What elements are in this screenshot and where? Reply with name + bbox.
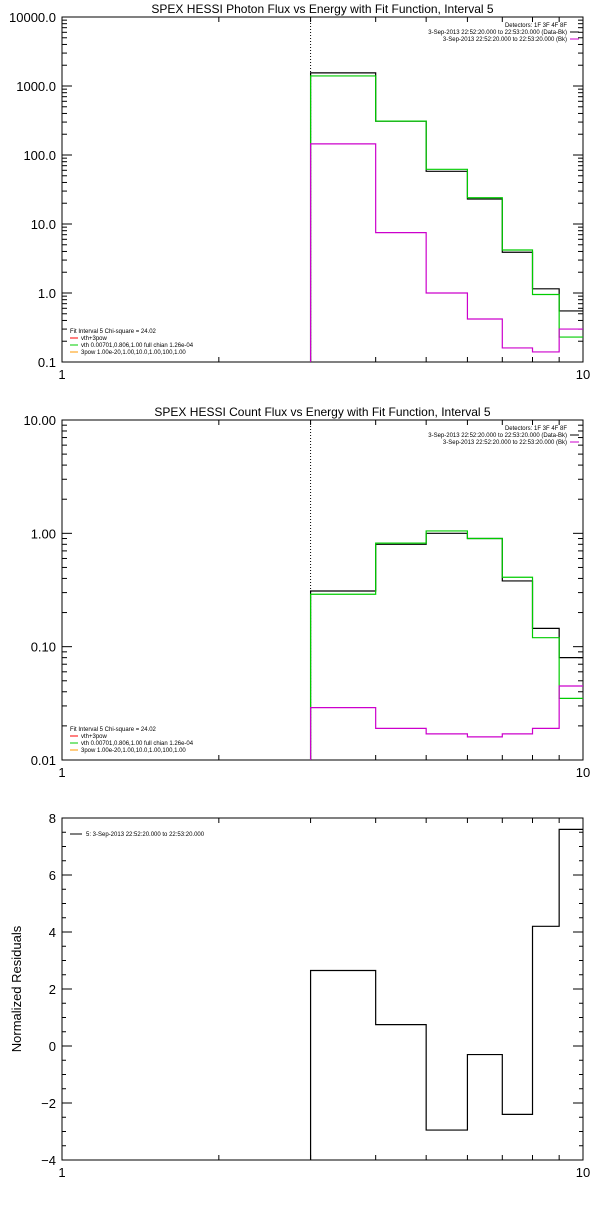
legend-top-right-text: 3-Sep-2013 22:52:20.000 to 22:53:20.000 … — [443, 37, 567, 43]
chart-title: SPEX HESSI Count Flux vs Energy with Fit… — [154, 405, 490, 419]
legend-bottom-left-text: 3pow 1.00e-20,1.00,10.0,1.00,100,1.00 — [81, 350, 186, 356]
y-tick-label: 10000.0 — [9, 10, 56, 25]
series-1-steps — [309, 828, 583, 1160]
panel-2: SPEX HESSI Count Flux vs Energy with Fit… — [23, 405, 590, 780]
y-tick-label: 0.1 — [38, 355, 56, 370]
x-tick-label: 10 — [576, 765, 590, 780]
y-tick-label: 4 — [49, 925, 56, 940]
legend-bottom-left-text: vth 0.00701,0.806,1.00 full chian 1.26e-… — [81, 741, 194, 747]
x-tick-label: 1 — [58, 1165, 65, 1180]
series-3-steps — [309, 143, 583, 362]
x-tick-label: 10 — [576, 367, 590, 382]
legend-bottom-left-text: vth+3pow — [81, 734, 108, 740]
y-tick-label: 10.0 — [31, 217, 56, 232]
series-1-steps — [309, 532, 583, 760]
chart-title: SPEX HESSI Photon Flux vs Energy with Fi… — [151, 2, 493, 16]
legend-bottom-left-text: vth+3pow — [81, 336, 108, 342]
panel-3: 1 10 −4 −2 0 2 4 6 8 Normalized Residuals 5: 3-Sep… — [9, 811, 590, 1180]
y-tick-label: 2 — [49, 982, 56, 997]
x-tick-label: 10 — [576, 1165, 590, 1180]
plot-frame — [61, 817, 584, 1161]
y-tick-label: 0.10 — [31, 640, 56, 655]
y-tick-label: −2 — [41, 1096, 56, 1111]
legend-top-right-text: 3-Sep-2013 22:52:20.000 to 22:53:20.000 … — [443, 440, 567, 446]
y-tick-label: 6 — [49, 868, 56, 883]
legend-top-right-text: Detectors: 1F 3F 4F 8F — [505, 426, 567, 432]
y-tick-label: 1.0 — [38, 286, 56, 301]
y-tick-label: 1000.0 — [16, 79, 56, 94]
legend-bottom-left-text: 3pow 1.00e-20,1.00,10.0,1.00,100,1.00 — [81, 748, 186, 754]
legend-top-left-text: 5: 3-Sep-2013 22:52:20.000 to 22:53:20.0… — [86, 832, 205, 838]
series-3-steps — [309, 685, 583, 760]
y-tick-label: 100.0 — [23, 148, 56, 163]
x-tick-label: 1 — [58, 367, 65, 382]
legend-bottom-left-text: Fit Interval 5 Chi-square = 24.02 — [70, 329, 157, 335]
y-tick-label: 1.00 — [31, 526, 56, 541]
legend-bottom-left-text: vth 0.00701,0.806,1.00 full chian 1.26e-… — [81, 343, 194, 349]
plot-frame — [61, 16, 584, 363]
legend-top-right-text: Detectors: 1F 3F 4F 8F — [505, 23, 567, 29]
legend-bottom-left-text: Fit Interval 5 Chi-square = 24.02 — [70, 727, 157, 733]
y-tick-label: 10.00 — [23, 413, 56, 428]
panel-1: SPEX HESSI Photon Flux vs Energy with Fi… — [9, 2, 590, 382]
legend-top-right-text: 3-Sep-2013 22:52:20.000 to 22:53:20.000 … — [428, 433, 567, 439]
y-tick-label: −4 — [41, 1153, 56, 1168]
series-2-steps — [309, 75, 583, 362]
x-tick-label: 1 — [58, 765, 65, 780]
y-tick-label: 0.01 — [31, 753, 56, 768]
legend-top-right-text: 3-Sep-2013 22:52:20.000 to 22:53:20.000 … — [428, 30, 567, 36]
y-tick-label: 0 — [49, 1039, 56, 1054]
series-1-steps — [309, 72, 583, 362]
series-2-steps — [309, 530, 583, 760]
plot-frame — [61, 419, 584, 761]
y-axis-label: Normalized Residuals — [9, 925, 24, 1052]
y-tick-label: 8 — [49, 811, 56, 826]
